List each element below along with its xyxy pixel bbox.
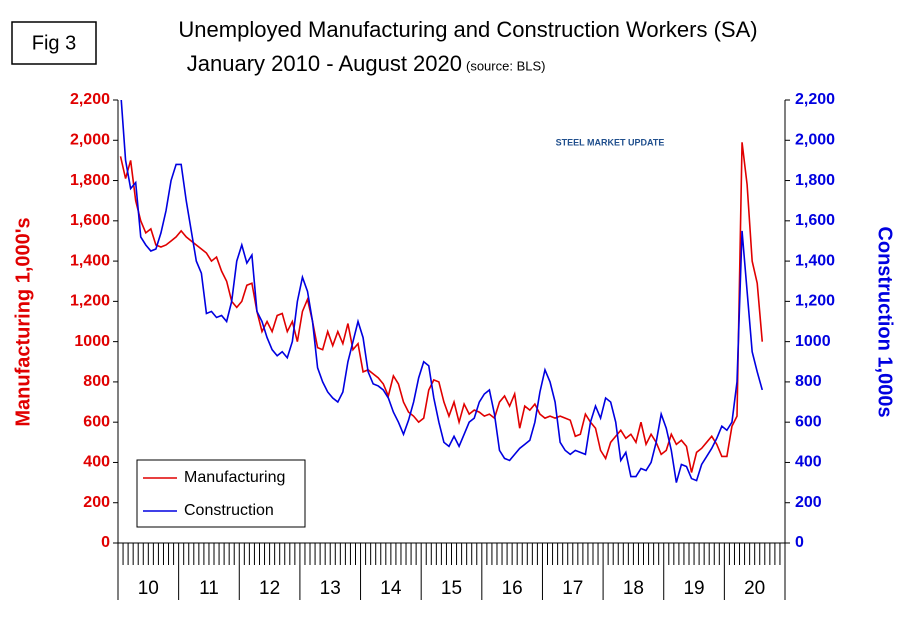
y2-tick-label: 1,400 [795,252,835,269]
legend-label: Manufacturing [184,469,285,486]
y2-tick-label: 1,200 [795,293,835,310]
source-note: (source: BLS) [466,58,545,73]
y-tick-label: 2,000 [70,131,110,148]
y2-tick-label: 1,800 [795,172,835,189]
y2-tick-label: 0 [795,534,804,551]
chart-title: Unemployed Manufacturing and Constructio… [178,17,757,42]
plot-area [119,100,764,483]
figure-label: Fig 3 [32,32,76,54]
y2-tick-label: 200 [795,494,822,511]
x-tick-label: 17 [562,578,583,599]
y2-tick-label: 600 [795,413,822,430]
series-line [120,100,764,483]
x-tick-label: 13 [320,578,341,599]
y-tick-label: 600 [83,413,110,430]
y-tick-label: 1,200 [70,293,110,310]
y-tick-label: 1,800 [70,172,110,189]
y-tick-label: 1000 [74,333,110,350]
y-tick-label: 1,400 [70,252,110,269]
chart-subtitle: January 2010 - August 2020 [187,51,462,76]
x-tick-label: 12 [259,578,280,599]
y2-tick-label: 1000 [795,333,831,350]
x-tick-label: 15 [441,578,462,599]
legend-box [136,459,306,528]
y-tick-label: 1,600 [70,212,110,229]
figure-label-box [11,21,97,65]
y-tick-label: 0 [101,534,110,551]
x-tick-label: 10 [138,578,159,599]
y2-tick-label: 2,200 [795,91,835,108]
x-tick-label: 16 [502,578,523,599]
x-tick-label: 14 [380,578,402,599]
y2-tick-label: 800 [795,373,822,390]
x-tick-label: 19 [683,578,704,599]
y2-tick-label: 2,000 [795,131,835,148]
x-tick-label: 11 [199,578,219,599]
y2-tick-label: 400 [795,454,822,471]
x-tick-label: 20 [744,578,765,599]
logo: STEEL MARKET UPDATE [556,137,665,147]
y-tick-label: 800 [83,373,110,390]
y-tick-label: 200 [83,494,110,511]
y-tick-label: 2,200 [70,91,110,108]
y2-tick-label: 1,600 [795,212,835,229]
series-line [119,142,764,473]
y-axis-label: Manufacturing 1,000's [12,217,34,426]
legend-label: Construction [184,502,274,519]
y-tick-label: 400 [83,454,110,471]
y2-axis-label: Construction 1,000s [874,226,896,417]
x-tick-label: 18 [623,578,644,599]
